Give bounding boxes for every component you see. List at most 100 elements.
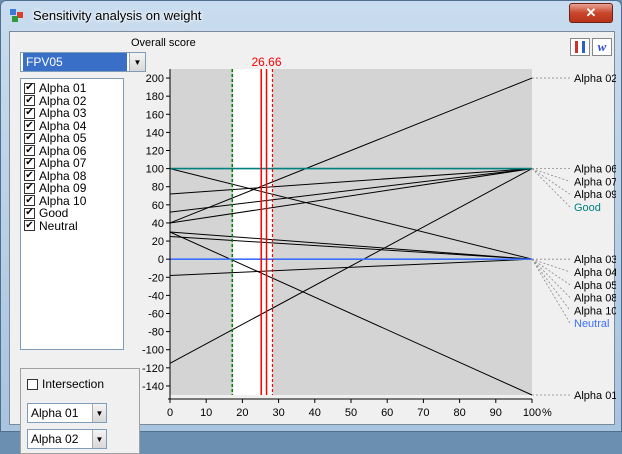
- weight-band-left: [233, 69, 262, 395]
- series-item[interactable]: ✔ Alpha 04: [21, 118, 123, 133]
- current-weight-label: 26.66: [251, 55, 281, 69]
- title-bar[interactable]: Sensitivity analysis on weight ✕: [1, 1, 621, 31]
- series-end-label: Alpha 06: [574, 164, 616, 176]
- window-title: Sensitivity analysis on weight: [33, 8, 202, 23]
- end-label-leader: [531, 258, 571, 311]
- series-end-label: Alpha 09: [574, 189, 616, 201]
- x-axis-unit: %: [542, 407, 552, 419]
- series-item[interactable]: ✔ Alpha 08: [21, 168, 123, 183]
- end-label-leader: [531, 258, 571, 324]
- series-label: Alpha 01: [39, 81, 87, 96]
- series-label: Alpha 08: [39, 168, 87, 183]
- x-tick-label: 50: [345, 407, 357, 419]
- series-line: [169, 258, 533, 276]
- y-tick-label: -60: [148, 309, 164, 321]
- y-tick-label: 80: [152, 182, 164, 194]
- series-label: Alpha 10: [39, 193, 87, 208]
- client-area: FPV05 ▼ ✔ Alpha 01 ✔ Alpha 02 ✔ Alpha 03 ✔ Alph…: [9, 31, 617, 454]
- close-button[interactable]: ✕: [569, 3, 613, 23]
- x-tick-label: 80: [453, 407, 465, 419]
- x-tick-label: 60: [381, 407, 393, 419]
- x-tick-label: 40: [309, 407, 321, 419]
- y-tick-label: -120: [142, 363, 164, 375]
- y-tick-label: -80: [148, 327, 164, 339]
- series-line: [169, 168, 533, 224]
- series-checkbox[interactable]: ✔: [24, 144, 35, 157]
- intersection-second-value: Alpha 02: [31, 432, 79, 446]
- series-item[interactable]: ✔ Alpha 05: [21, 131, 123, 145]
- series-item[interactable]: ✔ Alpha 01: [21, 81, 123, 96]
- y-tick-label: 0: [158, 254, 164, 266]
- end-label-leader: [531, 168, 571, 195]
- y-tick-label: -140: [142, 381, 164, 393]
- plot-background: [170, 69, 532, 395]
- x-tick-label: 70: [417, 407, 429, 419]
- chevron-down-icon[interactable]: ▼: [92, 430, 106, 448]
- intersection-second-select[interactable]: Alpha 02 ▼: [27, 429, 107, 449]
- series-end-label: Alpha 02: [574, 73, 616, 85]
- series-checklist: ✔ Alpha 01 ✔ Alpha 02 ✔ Alpha 03 ✔ Alpha 04 ✔ Alp…: [20, 78, 124, 350]
- series-end-label: Alpha 01: [574, 390, 616, 402]
- end-label-leader: [531, 258, 571, 286]
- weight-view-icon-letter: w: [597, 39, 607, 54]
- x-tick-label: 100: [523, 407, 541, 419]
- end-label-leader: [531, 168, 571, 208]
- app-icon: [10, 9, 23, 22]
- series-checkbox[interactable]: ✔: [24, 82, 35, 94]
- series-label: Alpha 09: [39, 181, 87, 196]
- series-item[interactable]: ✔ Good: [21, 206, 123, 220]
- series-checkbox[interactable]: ✔: [24, 94, 35, 107]
- y-tick-label: 100: [146, 164, 164, 176]
- chart-panel: Overall score 26.66 200 180 160 140 120 100 80 60…: [128, 32, 617, 426]
- intersection-label: Intersection: [42, 377, 105, 391]
- alternative-select[interactable]: FPV05 ▼: [20, 52, 146, 72]
- series-item[interactable]: ✔ Alpha 07: [21, 156, 123, 170]
- series-item[interactable]: ✔ Alpha 03: [21, 106, 123, 120]
- series-end-label: Neutral: [574, 318, 609, 330]
- series-checkbox[interactable]: ✔: [24, 107, 35, 119]
- x-tick-label: 90: [490, 407, 502, 419]
- series-label: Neutral: [39, 218, 78, 233]
- series-item[interactable]: ✔ Neutral: [21, 218, 123, 233]
- x-tick-label: 30: [272, 407, 284, 419]
- intersection-toggle[interactable]: Intersection: [27, 377, 104, 391]
- chevron-down-icon[interactable]: ▼: [129, 53, 145, 71]
- series-checkbox[interactable]: ✔: [24, 194, 35, 207]
- series-item[interactable]: ✔ Alpha 10: [21, 193, 123, 208]
- series-end-label: Good: [574, 202, 601, 214]
- series-checkbox[interactable]: ✔: [24, 219, 35, 232]
- series-line: [169, 231, 533, 260]
- chevron-down-icon[interactable]: ▼: [92, 404, 106, 422]
- y-tick-label: 180: [146, 91, 164, 103]
- series-line: [169, 236, 533, 260]
- intersection-first-select[interactable]: Alpha 01 ▼: [27, 403, 107, 423]
- series-label: Alpha 02: [39, 93, 87, 108]
- x-tick-label: 0: [167, 407, 173, 419]
- series-end-label: Alpha 07: [574, 176, 616, 188]
- series-checkbox[interactable]: ✔: [24, 157, 35, 169]
- series-end-label: Alpha 08: [574, 293, 616, 305]
- series-checkbox[interactable]: ✔: [24, 207, 35, 219]
- series-checkbox[interactable]: ✔: [24, 169, 35, 182]
- intersection-view-icon[interactable]: [570, 38, 590, 56]
- series-end-label: Alpha 04: [574, 267, 616, 279]
- y-tick-label: 200: [146, 73, 164, 85]
- weight-view-icon[interactable]: w: [592, 38, 612, 56]
- series-checkbox[interactable]: ✔: [24, 132, 35, 144]
- series-label: Alpha 04: [39, 118, 87, 133]
- series-item[interactable]: ✔ Alpha 06: [21, 143, 123, 158]
- y-tick-label: -20: [148, 272, 164, 284]
- intersection-group: Intersection Alpha 01 ▼ Alpha 02 ▼: [20, 368, 140, 454]
- series-end-label: Alpha 05: [574, 280, 616, 292]
- alternative-select-value: FPV05: [23, 53, 127, 71]
- y-tick-label: 160: [146, 109, 164, 121]
- intersection-checkbox[interactable]: [27, 378, 38, 390]
- series-line: [169, 168, 533, 195]
- series-checkbox[interactable]: ✔: [24, 182, 35, 194]
- series-line: [169, 168, 533, 213]
- series-item[interactable]: ✔ Alpha 09: [21, 181, 123, 196]
- series-checkbox[interactable]: ✔: [24, 119, 35, 132]
- series-label: Alpha 06: [39, 143, 87, 158]
- series-item[interactable]: ✔ Alpha 02: [21, 93, 123, 108]
